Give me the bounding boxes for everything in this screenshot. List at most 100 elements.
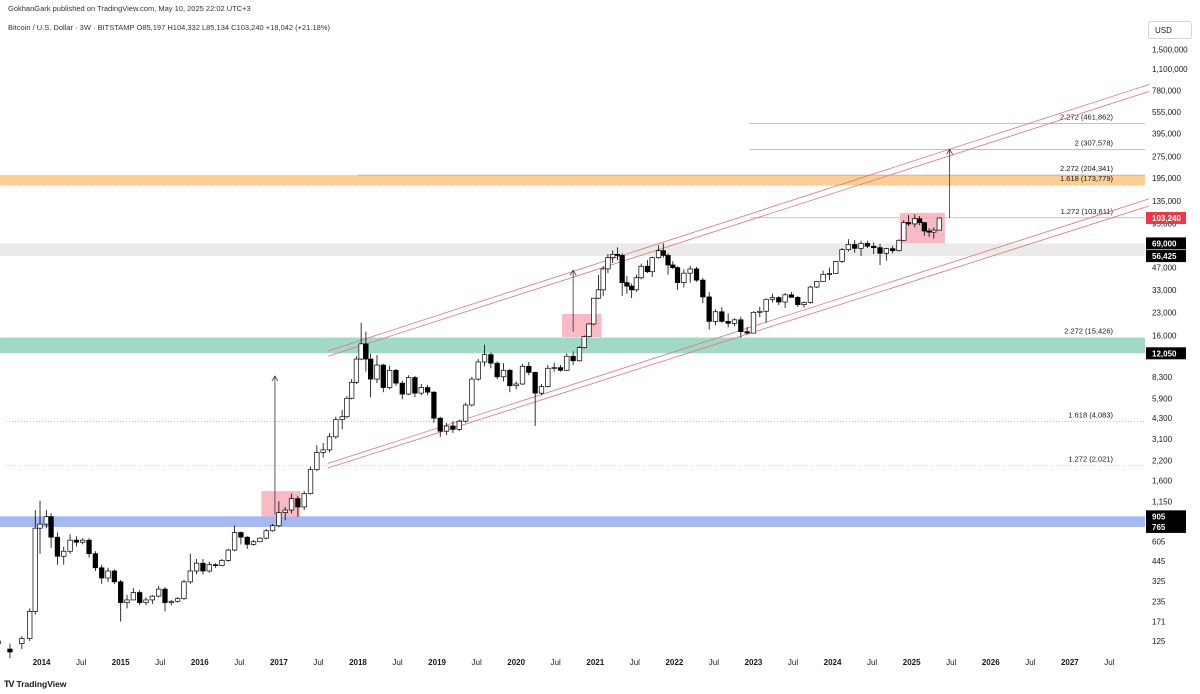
candle-body (896, 239, 902, 251)
candle-body (890, 248, 896, 251)
candle-body (130, 592, 136, 601)
candle-body (219, 559, 225, 566)
fib-level-label: 2.272 (15,426) (1064, 327, 1113, 336)
y-axis-tick-label: 8,300 (1152, 373, 1173, 382)
candle-body (380, 364, 386, 388)
candle-body (605, 257, 611, 270)
candle-body (551, 367, 557, 369)
candle-body (225, 549, 231, 561)
fib-level-label: 2.272 (461,862) (1060, 113, 1113, 122)
x-axis-tick-label: Jul (76, 658, 86, 667)
candle-body (660, 250, 666, 256)
candle-body (200, 562, 206, 572)
candle-body (633, 277, 640, 291)
candle-body (820, 274, 826, 282)
candle-body (244, 536, 250, 545)
x-axis-tick-label: 2017 (270, 658, 288, 667)
candle-body (595, 289, 602, 299)
candle-body (564, 355, 570, 371)
candle-body (629, 285, 635, 291)
arrow-head-icon (569, 269, 577, 276)
candle-body (73, 539, 80, 543)
candle-body (295, 498, 301, 508)
candle-body (250, 541, 257, 545)
candle-body (931, 229, 937, 233)
candle-body (412, 377, 418, 394)
candle-body (586, 323, 592, 337)
candle-body (649, 257, 655, 273)
candle-body (507, 369, 513, 387)
x-axis-tick-label: 2021 (586, 658, 604, 667)
candle-body (187, 570, 193, 583)
candle-body (901, 222, 907, 241)
x-axis-tick-label: 2016 (191, 658, 209, 667)
candle-body (826, 273, 833, 275)
price-tag-label: 103,240 (1152, 214, 1181, 223)
candle-body (833, 261, 839, 274)
candle-body (276, 512, 282, 527)
candle-body (712, 311, 719, 322)
candle-body (193, 562, 200, 572)
candle-body (644, 265, 651, 273)
candle-body (80, 539, 86, 543)
candle-body (399, 382, 405, 395)
candle-body (576, 347, 583, 362)
y-axis-tick-label: 16,000 (1152, 331, 1177, 340)
price-tag (1146, 212, 1186, 225)
price-tag-label: 69,000 (1152, 239, 1177, 248)
candle-body (111, 570, 117, 583)
x-axis-tick-label: Jul (155, 658, 165, 667)
candle-body (320, 449, 326, 453)
price-tag-label: 12,050 (1152, 349, 1177, 358)
x-axis-tick-label: Jul (472, 658, 482, 667)
candle-body (788, 294, 795, 298)
x-axis-tick-label: Jul (867, 658, 877, 667)
candle-body (424, 387, 431, 393)
y-axis-tick-label: 1,500,000 (1152, 45, 1188, 54)
y-axis-tick-label: 555,000 (1152, 108, 1181, 117)
price-tag-label: 56,425 (1152, 252, 1177, 261)
candle-body (839, 249, 845, 262)
candle-body (374, 364, 380, 380)
candle-body (257, 537, 263, 543)
candle-body (738, 319, 744, 332)
y-axis-tick-label: 1,100,000 (1152, 65, 1188, 74)
candle-body (610, 253, 616, 259)
y-axis-tick-label: 235 (1152, 597, 1166, 606)
orange-zone (0, 175, 1145, 186)
candle-body (883, 248, 889, 254)
arrow-head-icon (946, 148, 953, 155)
candle-body (936, 217, 942, 231)
x-axis-tick-label: 2023 (745, 658, 763, 667)
x-axis-tick-label: Jul (1104, 658, 1114, 667)
published-caption: GokhanGark published on TradingView.com,… (8, 4, 251, 13)
candle-body (386, 369, 393, 388)
candle-body (519, 365, 526, 385)
channel-line (327, 84, 1150, 352)
x-axis-tick-label: 2024 (824, 658, 842, 667)
candle-body (670, 264, 676, 268)
candle-body (162, 588, 168, 603)
x-axis-tick-label: Jul (630, 658, 640, 667)
candle-body (731, 319, 738, 324)
candle-body (349, 381, 355, 399)
currency-button[interactable]: USD (1148, 21, 1192, 39)
tradingview-brand[interactable]: TV TradingView (4, 679, 66, 689)
candle-body (456, 420, 462, 430)
candle-body (570, 355, 576, 362)
x-axis-tick-label: Jul (709, 658, 719, 667)
candle-body (545, 367, 551, 387)
candle-body (681, 272, 687, 283)
candle-body (494, 362, 500, 378)
price-tag-label: 765 (1152, 523, 1166, 532)
price-tag (1146, 250, 1186, 263)
tradingview-logo-icon: TV (4, 679, 14, 689)
price-tag (1146, 237, 1186, 250)
candle-body (591, 297, 597, 325)
y-axis-tick-label: 325 (1152, 577, 1166, 586)
candle-body (99, 567, 105, 579)
candle-body (156, 588, 162, 597)
candle-body (807, 286, 814, 303)
price-tag (1146, 347, 1186, 360)
